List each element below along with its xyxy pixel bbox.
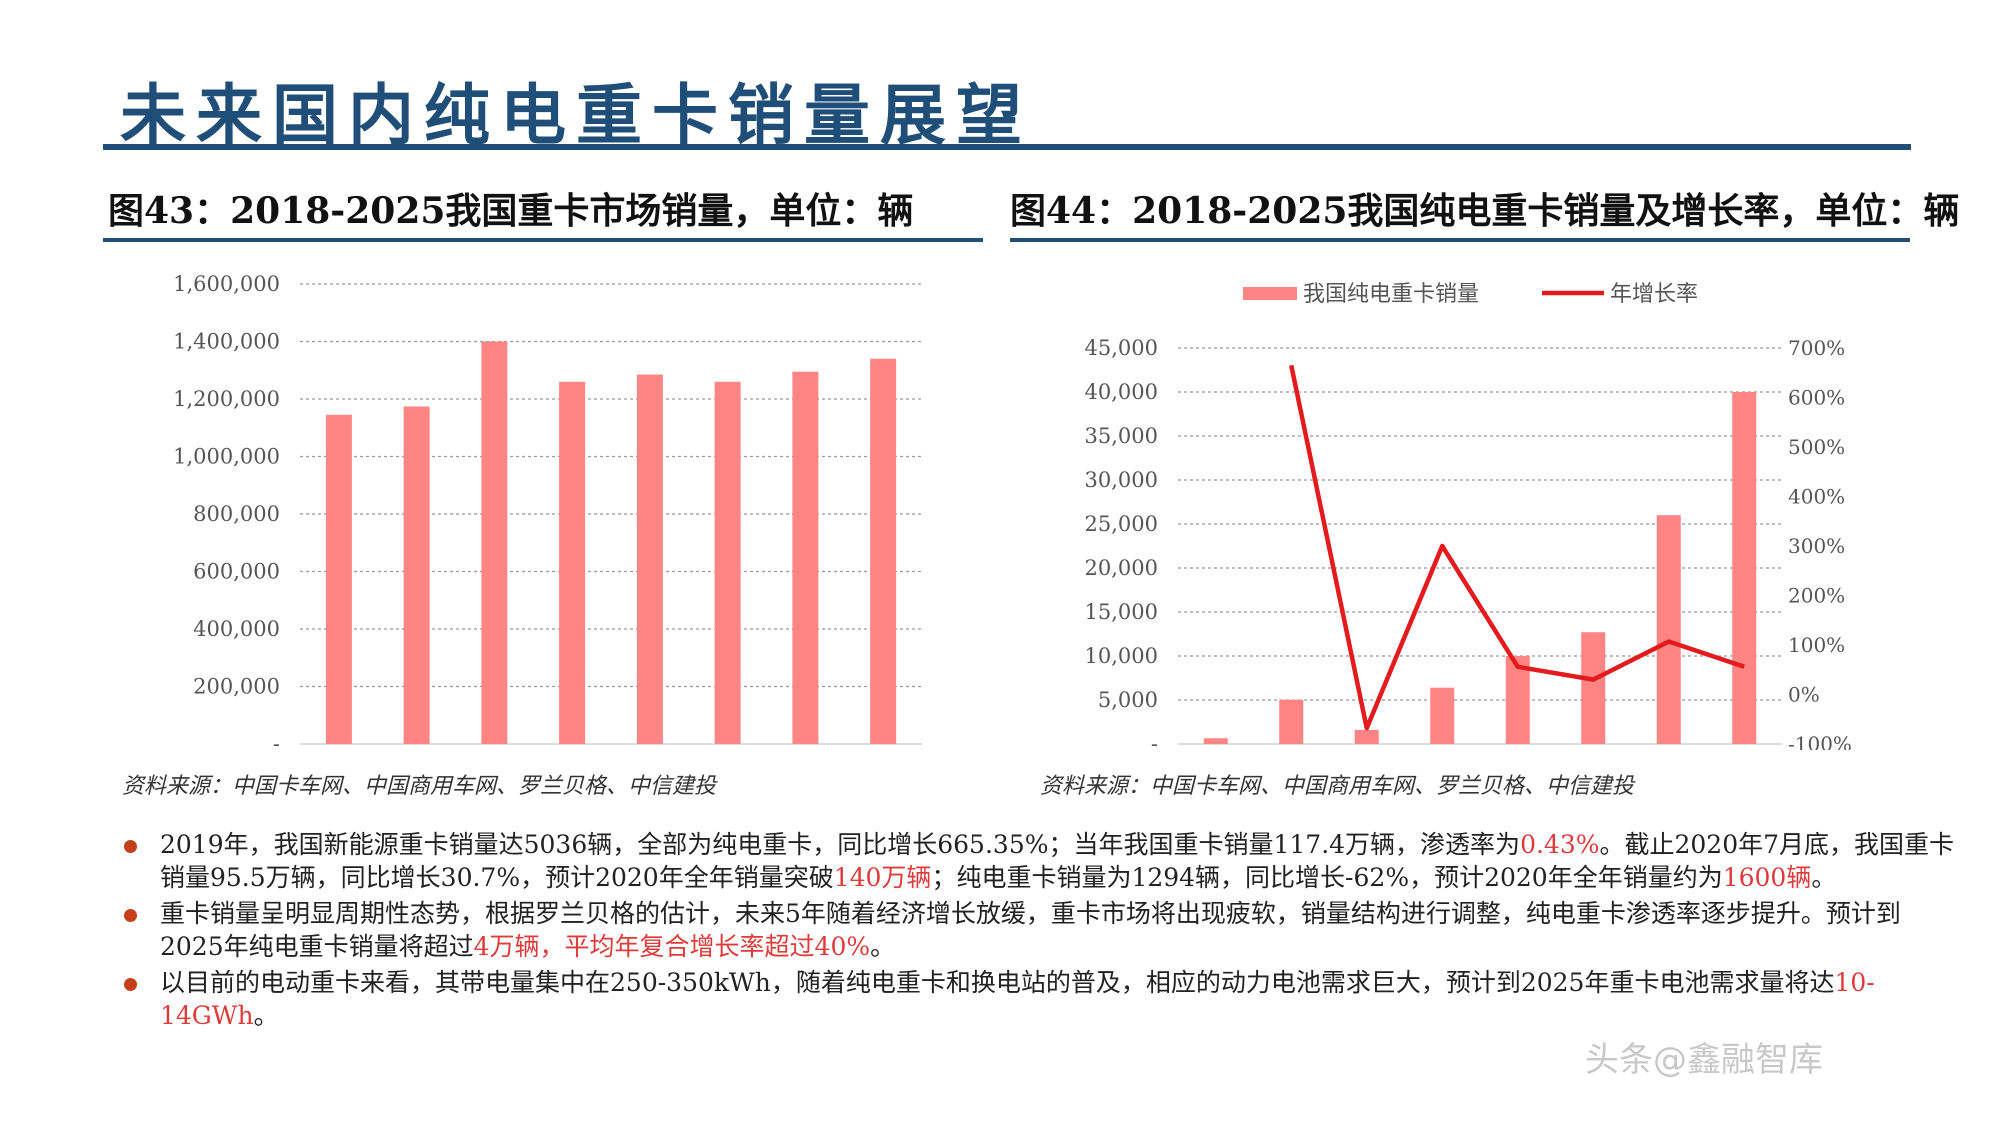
bar	[1354, 729, 1379, 744]
bar	[636, 374, 663, 744]
bar	[325, 414, 352, 744]
figure-44-source: 资料来源：中国卡车网、中国商用车网、罗兰贝格、中信建投	[1040, 774, 1635, 799]
bar	[1656, 515, 1681, 744]
bar	[481, 341, 508, 744]
y-tick-label: 30,000	[1085, 468, 1158, 492]
y-tick-label: 15,000	[1085, 600, 1158, 624]
highlighted-text: 10-14GWh	[160, 968, 1875, 1030]
y-tick-label: 5,000	[1098, 688, 1158, 712]
y2-tick-label: 300%	[1788, 534, 1845, 558]
y-tick-label: 1,200,000	[173, 387, 280, 411]
y2-tick-label: -100%	[1788, 732, 1852, 750]
y2-tick-label: 400%	[1788, 485, 1845, 509]
y2-tick-label: 200%	[1788, 584, 1845, 608]
y-tick-label: 800,000	[193, 502, 280, 526]
bar	[1430, 687, 1455, 744]
highlighted-text: 1600辆	[1722, 863, 1812, 892]
bar	[1581, 632, 1606, 744]
text-run: 。	[1811, 863, 1837, 892]
legend-bar-label: 我国纯电重卡销量	[1303, 282, 1479, 307]
key-points-list: 2019年，我国新能源重卡销量达5036辆，全部为纯电重卡，同比增长665.35…	[122, 828, 1957, 1035]
y-tick-label: 1,400,000	[173, 330, 280, 354]
key-point-item: 重卡销量呈明显周期性态势，根据罗兰贝格的估计，未来5年随着经济增长放缓，重卡市场…	[122, 897, 1957, 963]
y-tick-label: 45,000	[1085, 336, 1158, 360]
text-run: 。	[870, 932, 896, 961]
key-point-item: 以目前的电动重卡来看，其带电量集中在250-350kWh，随着纯电重卡和换电站的…	[122, 966, 1957, 1032]
text-run: 2019年，我国新能源重卡销量达5036辆，全部为纯电重卡，同比增长665.35…	[160, 830, 1521, 859]
highlighted-text: 4万辆，平均年复合增长率超过40%	[473, 932, 871, 961]
electric-truck-sales-chart: - 5,000 10,000 15,000 20,000 25,000 30,000 35,0…	[1085, 282, 1852, 750]
y2-tick-label: 0%	[1788, 683, 1820, 707]
y-tick-label: 1,000,000	[173, 445, 280, 469]
highlighted-text: 0.43%	[1520, 830, 1600, 859]
y-tick-label: 10,000	[1085, 644, 1158, 668]
key-point-item: 2019年，我国新能源重卡销量达5036辆，全部为纯电重卡，同比增长665.35…	[122, 828, 1957, 894]
y-tick-label: 40,000	[1085, 380, 1158, 404]
growth-rate-line	[1289, 364, 1745, 731]
figure-43-title: 图43：2018-2025我国重卡市场销量，单位：辆	[108, 190, 914, 232]
text-run: 以目前的电动重卡来看，其带电量集中在250-350kWh，随着纯电重卡和换电站的…	[160, 968, 1835, 997]
bar	[1279, 699, 1304, 744]
legend-bar-swatch	[1243, 287, 1297, 300]
title-divider	[103, 144, 1911, 150]
page-title: 未来国内纯电重卡销量展望	[120, 77, 1032, 154]
bar	[1505, 656, 1530, 744]
legend-line-label: 年增长率	[1610, 282, 1698, 307]
y-tick-label: 25,000	[1085, 512, 1158, 536]
y-tick-label: 400,000	[193, 617, 280, 641]
figure-43-divider	[103, 238, 983, 242]
figure-44-divider	[1010, 238, 1910, 242]
bar	[714, 381, 741, 744]
text-run: 。截止2020年7月底，我国重卡销量95.5万辆，同比增长30.7%，预计202…	[160, 830, 1955, 892]
bar	[1203, 738, 1228, 744]
y-tick-label: 200,000	[193, 675, 280, 699]
watermark: 头条@鑫融智库	[1585, 1040, 1823, 1080]
y2-tick-label: 500%	[1788, 435, 1845, 459]
y-tick-label: 600,000	[193, 560, 280, 584]
bar	[559, 381, 586, 744]
y2-tick-label: 100%	[1788, 633, 1845, 657]
highlighted-text: 140万辆	[833, 863, 932, 892]
text-run: ；纯电重卡销量为1294辆，同比增长-62%，预计2020年全年销量约为	[931, 863, 1723, 892]
text-run: 。	[253, 1001, 279, 1030]
y-tick-label: -	[1151, 732, 1158, 750]
bar	[1732, 392, 1757, 744]
bar	[403, 406, 430, 744]
bar	[870, 358, 897, 744]
y-tick-label: 20,000	[1085, 556, 1158, 580]
text-run: 重卡销量呈明显周期性态势，根据罗兰贝格的估计，未来5年随着经济增长放缓，重卡市场…	[160, 899, 1901, 961]
figure-43-source: 资料来源：中国卡车网、中国商用车网、罗兰贝格、中信建投	[122, 774, 717, 799]
bar	[792, 371, 819, 744]
heavy-truck-sales-chart: - 200,000 400,000 600,000 800,000 1,000,000 1,…	[173, 272, 922, 750]
y-tick-label: 1,600,000	[173, 272, 280, 296]
figure-44-title: 图44：2018-2025我国纯电重卡销量及增长率，单位：辆	[1010, 190, 1960, 232]
y-tick-label: -	[273, 732, 280, 750]
y2-tick-label: 700%	[1788, 336, 1845, 360]
y-tick-label: 35,000	[1085, 424, 1158, 448]
y2-tick-label: 600%	[1788, 386, 1845, 410]
